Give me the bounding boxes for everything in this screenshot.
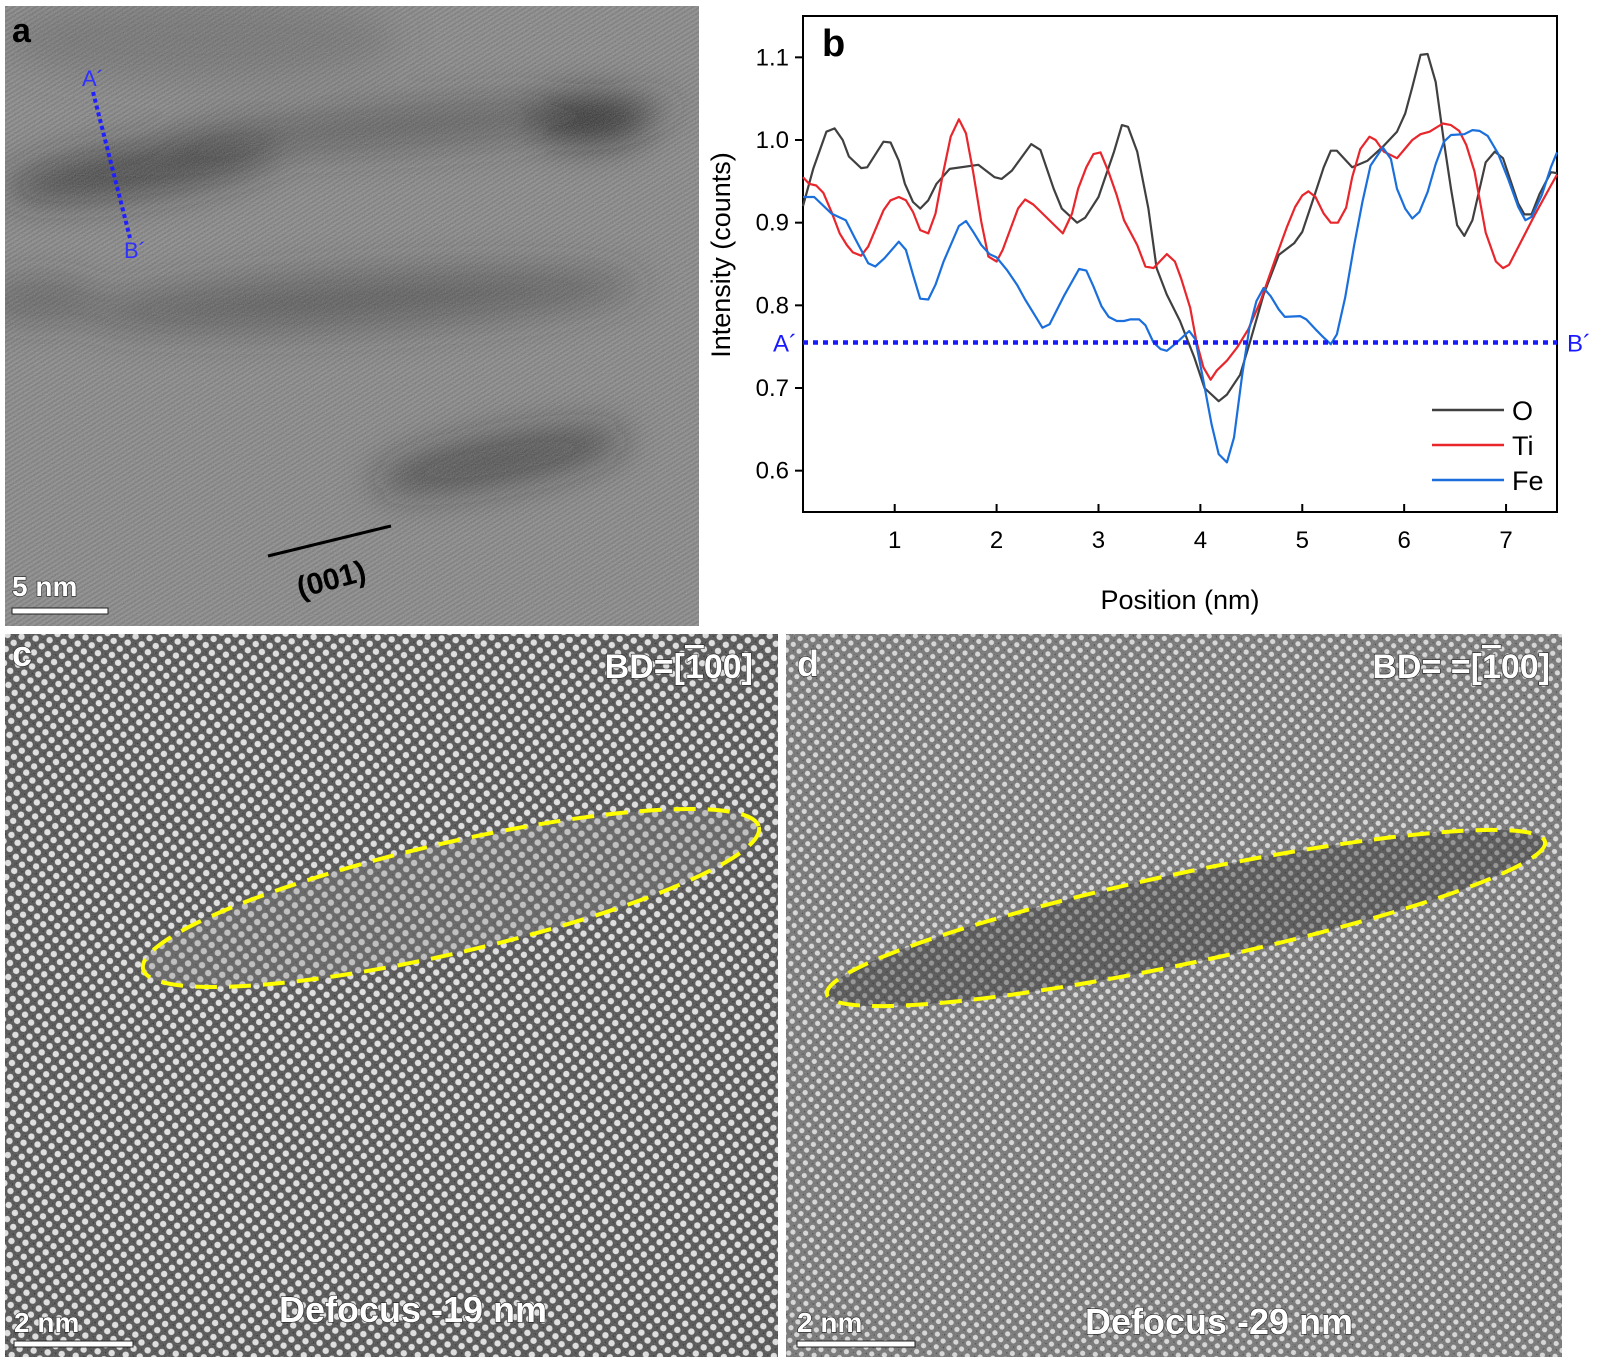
x-tick-label: 7 [1499, 527, 1512, 554]
panel-b-chart: 1 2 3 4 5 6 7 0.6 0.7 0.8 0.9 1.0 1.1 A´ B´ b Position… [706, 15, 1591, 615]
y-axis-label: Intensity (counts) [706, 152, 736, 358]
x-tick-label: 3 [1092, 527, 1105, 554]
x-tick-label: 4 [1194, 527, 1207, 554]
panel-d-scale-bar-label: 2 nm [797, 1307, 862, 1338]
y-tick-label: 1.1 [756, 44, 789, 71]
panel-a-tem-image [5, 6, 699, 626]
series-line-o [801, 52, 1558, 403]
panel-d-hrtem-image [786, 634, 1562, 1357]
y-tick-label: 0.8 [756, 292, 789, 319]
legend-label-o: O [1512, 396, 1533, 426]
x-tick-label: 1 [888, 527, 901, 554]
panel-c-highlight-ellipse [140, 806, 762, 990]
profile-start-label: A´ [82, 66, 104, 91]
y-tick-label: 0.7 [756, 375, 789, 402]
panel-d-scale-bar [796, 1340, 916, 1348]
panel-c-defocus-label: Defocus -19 nm [279, 1289, 547, 1330]
x-tick-label: 2 [990, 527, 1003, 554]
panel-c-scale-bar [13, 1340, 134, 1348]
series-line-fe [803, 129, 1559, 464]
legend-label-fe: Fe [1512, 466, 1544, 496]
series-line-ti [802, 118, 1558, 381]
panel-a-scale-bar [11, 607, 109, 615]
panel-a-letter: a [12, 12, 32, 50]
panel-d-beam-direction: BD= =[100] [1372, 648, 1550, 686]
panel-c-hrtem-image [5, 634, 778, 1357]
panel-d-letter: d [797, 643, 819, 684]
x-axis-label: Position (nm) [1100, 585, 1259, 615]
panel-d-highlight-ellipse [824, 827, 1548, 1009]
reference-start-label: A´ [773, 331, 797, 358]
y-tick-label: 0.9 [756, 210, 789, 237]
y-tick-label: 0.6 [756, 458, 789, 485]
panel-b-letter: b [822, 23, 845, 65]
panel-d-defocus-label: Defocus -29 nm [1085, 1301, 1353, 1342]
reference-end-label: B´ [1567, 331, 1591, 358]
legend: O Ti Fe [1432, 396, 1544, 496]
panel-c-beam-direction: BD=[100] [605, 648, 753, 686]
y-tick-label: 1.0 [756, 127, 789, 154]
legend-label-ti: Ti [1512, 431, 1534, 461]
profile-end-label: B´ [124, 238, 146, 263]
x-tick-label: 6 [1397, 527, 1410, 554]
panel-c-letter: c [12, 633, 32, 674]
plane-indicator-line [267, 524, 392, 558]
panel-c-scale-bar-label: 2 nm [14, 1307, 79, 1338]
plot-frame [802, 15, 1558, 513]
panel-a-scale-bar-label: 5 nm [12, 571, 77, 602]
x-tick-label: 5 [1296, 527, 1309, 554]
